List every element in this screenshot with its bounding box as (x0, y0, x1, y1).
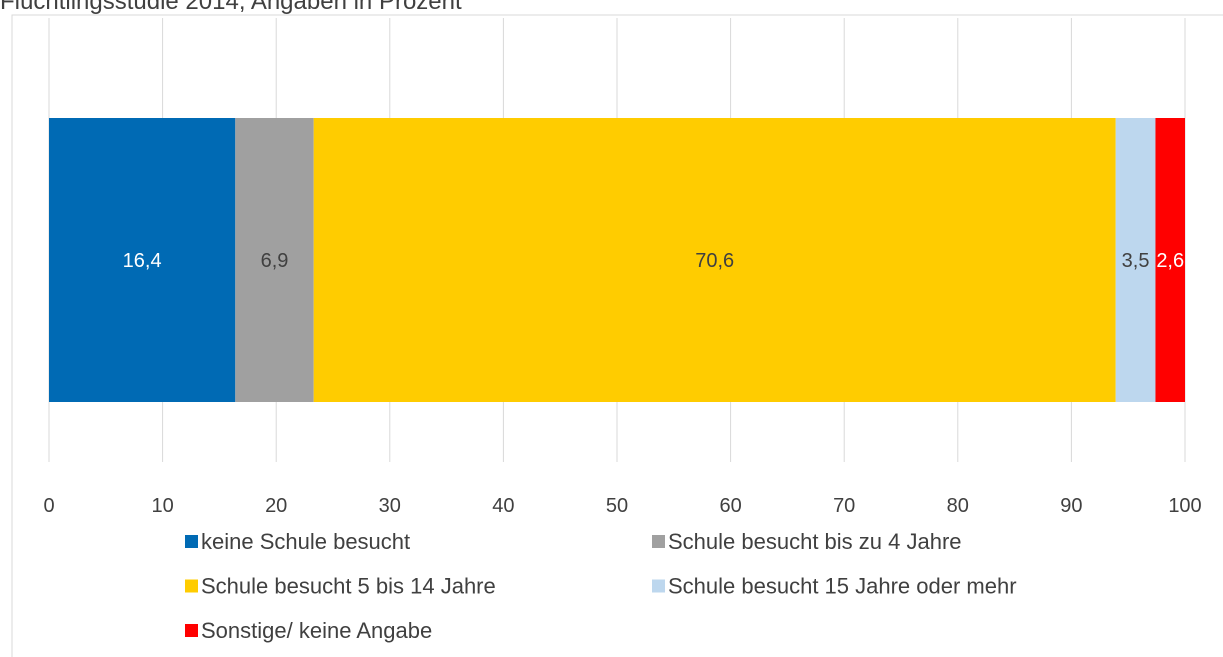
x-tick-label: 100 (1168, 495, 1201, 517)
legend-label: Schule besucht bis zu 4 Jahre (668, 529, 962, 554)
x-tick-label: 60 (719, 495, 741, 517)
x-tick-label: 70 (833, 495, 855, 517)
chart-title: Flüchtlingsstudie 2014, Angaben in Proze… (0, 0, 462, 15)
x-tick-label: 90 (1060, 495, 1082, 517)
data-label: 70,6 (695, 250, 734, 272)
bar-segment (235, 118, 314, 402)
data-label: 16,4 (123, 250, 162, 272)
legend-swatch (185, 579, 198, 593)
x-tick-label: 0 (43, 495, 54, 517)
bar-segment (49, 118, 236, 402)
bar-segment (1155, 118, 1185, 402)
x-tick-label: 20 (265, 495, 287, 517)
legend-swatch (652, 535, 665, 548)
legend-swatch (185, 535, 198, 548)
x-tick-label: 40 (492, 495, 514, 517)
x-tick-label: 30 (379, 495, 401, 517)
data-label: 3,5 (1122, 250, 1150, 272)
data-label: 6,9 (261, 250, 289, 272)
data-label: 2,6 (1156, 250, 1184, 272)
bar-segment (1115, 118, 1156, 402)
x-tick-label: 80 (947, 495, 969, 517)
legend-label: keine Schule besucht (201, 529, 410, 554)
x-tick-label: 50 (606, 495, 628, 517)
legend-swatch (185, 624, 198, 637)
legend-label: Schule besucht 15 Jahre oder mehr (668, 574, 1017, 599)
legend-swatch (652, 579, 665, 593)
legend-label: Sonstige/ keine Angabe (201, 618, 432, 643)
bar-segment (313, 118, 1116, 402)
legend-label: Schule besucht 5 bis 14 Jahre (201, 574, 496, 599)
x-tick-label: 10 (151, 495, 173, 517)
